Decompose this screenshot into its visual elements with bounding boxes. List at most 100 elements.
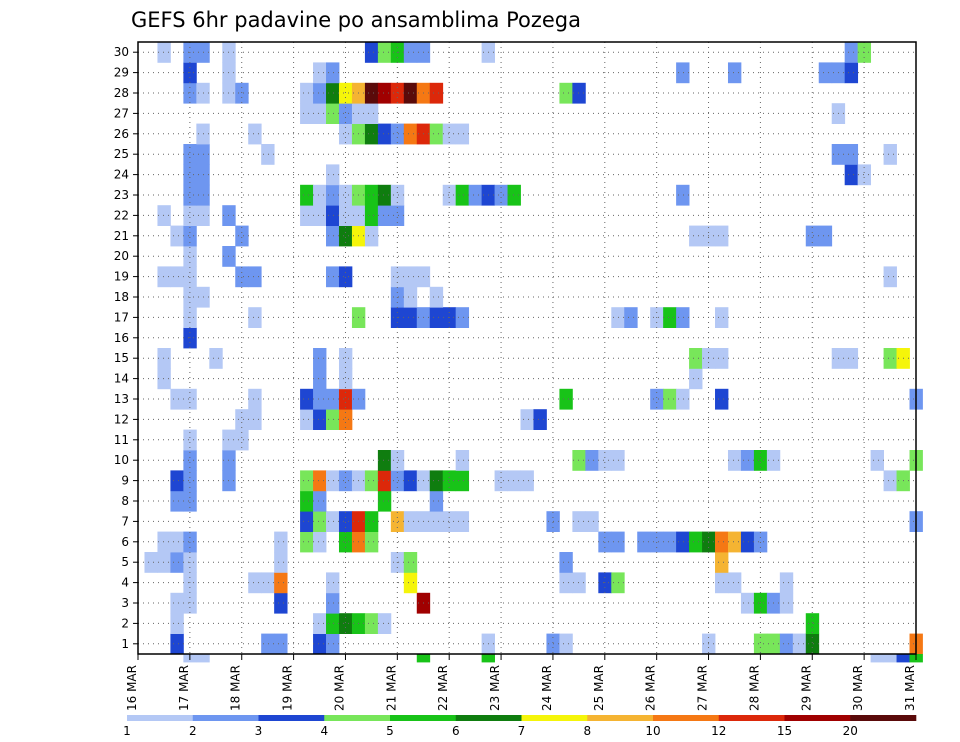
colorbar-swatch — [653, 715, 720, 721]
heatmap-cell — [313, 368, 327, 390]
heatmap-cell — [883, 654, 897, 663]
heatmap-cell — [455, 184, 470, 206]
heatmap-cell — [196, 654, 210, 663]
heatmap-cell — [507, 184, 521, 206]
y-tick-label: 3 — [121, 596, 129, 610]
heatmap-cell — [235, 409, 249, 430]
x-tick-label: 30 MAR — [851, 665, 865, 711]
heatmap-cell — [390, 123, 405, 145]
heatmap-cell — [364, 511, 379, 532]
heatmap-cell — [390, 266, 405, 288]
heatmap-cell — [183, 144, 197, 165]
x-tick-label: 16 MAR — [125, 665, 139, 711]
heatmap-cell — [326, 82, 340, 104]
y-tick-label: 17 — [114, 310, 129, 324]
heatmap-cell — [403, 286, 418, 308]
heatmap-cell — [403, 82, 418, 104]
colorbar-swatch — [258, 715, 325, 721]
heatmap-cell — [844, 348, 859, 369]
heatmap-cell — [416, 654, 431, 663]
heatmap-cell — [727, 450, 742, 471]
heatmap-cell — [364, 531, 379, 553]
heatmap-cell — [611, 307, 625, 328]
heatmap-cell — [455, 123, 470, 145]
heatmap-cell — [235, 82, 249, 104]
y-axis-ticks: 1234567891011121314151617181920212223242… — [114, 45, 138, 651]
heatmap-cell — [326, 511, 340, 532]
y-tick-label: 12 — [114, 412, 129, 426]
x-tick-label: 19 MAR — [281, 665, 295, 711]
y-tick-label: 10 — [114, 453, 129, 467]
heatmap-cell — [338, 184, 353, 206]
heatmap-cell — [727, 531, 742, 553]
heatmap-cell — [248, 307, 262, 328]
colorbar-swatch — [324, 715, 391, 721]
heatmap-cell — [261, 572, 275, 594]
x-axis-ticks: 16 MAR 17 MAR 18 MAR 19 MAR 20 MAR 21 MAR 22 M… — [125, 654, 917, 711]
heatmap-cell — [455, 511, 470, 532]
heatmap-cell — [390, 205, 405, 226]
heatmap-cell — [611, 572, 625, 594]
heatmap-cell — [338, 388, 353, 410]
heatmap-cell — [326, 470, 340, 492]
colorbar-swatch — [784, 715, 851, 721]
heatmap-cell — [157, 266, 171, 288]
heatmap-cell — [313, 613, 327, 634]
heatmap-cell — [533, 409, 547, 430]
heatmap-cell — [572, 572, 586, 594]
heatmap-cell — [183, 592, 197, 614]
heatmap-cell — [338, 82, 353, 104]
heatmap-cell — [663, 307, 677, 328]
heatmap-cell — [715, 572, 729, 594]
heatmap-cell — [248, 266, 262, 288]
heatmap-cell — [779, 572, 794, 594]
heatmap-cell — [689, 225, 703, 247]
heatmap-cell — [326, 205, 340, 226]
x-tick-label: 18 MAR — [229, 665, 243, 711]
heatmap-cell — [676, 307, 690, 328]
y-tick-label: 7 — [121, 514, 129, 528]
x-tick-label: 27 MAR — [696, 665, 710, 711]
heatmap-cell — [740, 531, 755, 553]
heatmap-cell — [481, 654, 495, 663]
y-tick-label: 24 — [114, 168, 129, 182]
y-tick-label: 16 — [114, 331, 129, 345]
heatmap-cell — [429, 307, 444, 328]
heatmap-cell — [429, 82, 444, 104]
heatmap-cell — [183, 429, 197, 451]
heatmap-cell — [403, 42, 418, 63]
heatmap-cell — [429, 286, 444, 308]
heatmap-cell — [313, 62, 327, 84]
heatmap-cell — [676, 62, 690, 84]
heatmap-cell — [183, 225, 197, 247]
heatmap-cell — [364, 82, 379, 104]
colorbar-level-label: 12 — [711, 724, 726, 738]
heatmap-cell — [300, 205, 314, 226]
heatmap-cell — [676, 388, 690, 410]
heatmap-cell — [818, 225, 833, 247]
heatmap-cell — [300, 184, 314, 206]
heatmap-cell — [403, 552, 418, 573]
heatmap-cell — [676, 184, 690, 206]
heatmap-cell — [313, 633, 327, 655]
heatmap-cell — [377, 123, 392, 145]
heatmap-cell — [300, 388, 314, 410]
heatmap-cell — [183, 266, 197, 288]
colorbar-level-label: 20 — [843, 724, 858, 738]
heatmap-cell — [338, 470, 353, 492]
colorbar-level-label: 1 — [123, 724, 131, 738]
heatmap-cell — [248, 409, 262, 430]
heatmap-cell — [261, 144, 275, 165]
heatmap-cell — [870, 450, 884, 471]
heatmap-cell — [300, 490, 314, 512]
heatmap-cell — [844, 42, 859, 63]
heatmap-cell — [598, 450, 612, 471]
heatmap-cell — [364, 205, 379, 226]
y-tick-label: 20 — [114, 249, 129, 263]
heatmap-cell — [559, 572, 573, 594]
heatmap-cell — [364, 184, 379, 206]
heatmap-cell — [429, 490, 444, 512]
heatmap-cell — [377, 470, 392, 492]
heatmap-cell — [377, 184, 392, 206]
heatmap-cell — [313, 470, 327, 492]
